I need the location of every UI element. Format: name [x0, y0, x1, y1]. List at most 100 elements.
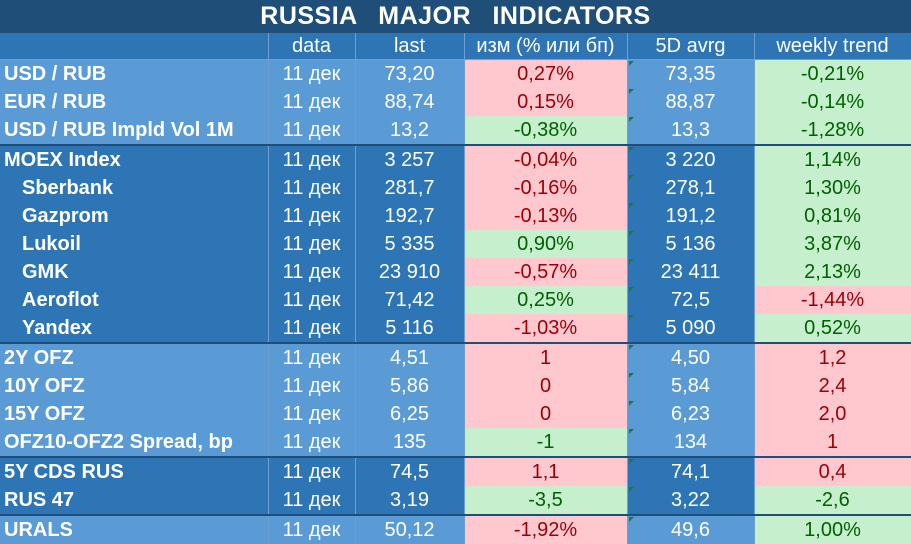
table-row: EUR / RUB 11 дек 88,74 0,15% 88,87 -0,14% — [0, 88, 911, 116]
row-name: USD / RUB Impld Vol 1M — [0, 116, 269, 145]
row-name: EUR / RUB — [0, 88, 269, 116]
row-date: 11 дек — [268, 456, 356, 486]
row-trend-value: -2,6 — [815, 488, 850, 511]
row-trend: 0,52% — [754, 314, 911, 343]
row-date: 11 дек — [268, 314, 356, 343]
row-avg-value: 4,50 — [671, 346, 710, 369]
table-row: USD / RUB Impld Vol 1M 11 дек 13,2 -0,38% 13… — [0, 116, 911, 145]
row-last-value: 88,74 — [384, 90, 435, 113]
row-date-value: 11 дек — [282, 260, 341, 283]
cell-marker-icon — [628, 459, 634, 464]
row-last: 5,86 — [355, 372, 465, 400]
row-last: 4,51 — [355, 342, 465, 372]
table-row: URALS 11 дек 50,12 -1,92% 49,6 1,00% — [0, 514, 911, 544]
header-change: изм (% или бп) — [464, 33, 628, 60]
row-avg-value: 73,35 — [665, 62, 716, 85]
row-last-value: 5 116 — [385, 316, 434, 339]
row-date-value: 11 дек — [282, 288, 341, 311]
row-last: 5 335 — [355, 230, 465, 258]
table-row: OFZ10-OFZ2 Spread, bp 11 дек 135 -1 134 1 — [0, 428, 911, 457]
row-name: Sberbank — [0, 174, 269, 202]
row-trend: 1,14% — [754, 144, 911, 174]
row-last-value: 50,12 — [384, 518, 435, 541]
row-trend-value: 3,87% — [804, 232, 861, 255]
row-trend-value: -0,21% — [800, 62, 865, 85]
row-name-value: RUS 47 — [4, 488, 75, 511]
row-avg: 5 136 — [627, 230, 755, 258]
row-change-value: 1 — [539, 346, 552, 369]
table-row: Gazprom 11 дек 192,7 -0,13% 191,2 0,81% — [0, 202, 911, 230]
row-name: Gazprom — [0, 202, 269, 230]
row-avg: 73,35 — [627, 59, 755, 88]
indicators-table: data last изм (% или бп) 5D avrg weekly … — [0, 33, 911, 544]
row-change: -3,5 — [464, 486, 628, 515]
row-change-value: -0,38% — [513, 118, 578, 141]
row-avg-value: 6,23 — [671, 402, 710, 425]
row-name: Yandex — [0, 314, 269, 343]
row-name-value: Gazprom — [22, 204, 109, 227]
cell-marker-icon — [628, 287, 634, 292]
row-avg: 5 090 — [627, 314, 755, 343]
row-avg-value: 5,84 — [671, 374, 710, 397]
row-trend-value: 1 — [826, 430, 839, 453]
row-date: 11 дек — [268, 342, 356, 372]
row-date-value: 11 дек — [282, 346, 341, 369]
row-date: 11 дек — [268, 486, 356, 515]
row-avg: 88,87 — [627, 88, 755, 116]
row-name-value: MOEX Index — [4, 148, 121, 171]
row-trend: -0,21% — [754, 59, 911, 88]
row-avg: 49,6 — [627, 514, 755, 544]
row-date-value: 11 дек — [282, 204, 341, 227]
row-trend-value: -1,28% — [800, 118, 865, 141]
row-trend-value: 1,2 — [818, 346, 847, 369]
row-avg-value: 191,2 — [665, 204, 716, 227]
row-avg-value: 5 136 — [665, 232, 716, 255]
row-date-value: 11 дек — [282, 402, 341, 425]
cell-marker-icon — [628, 203, 634, 208]
table-row: Sberbank 11 дек 281,7 -0,16% 278,1 1,30% — [0, 174, 911, 202]
row-date-value: 11 дек — [282, 430, 341, 453]
row-trend: -0,14% — [754, 88, 911, 116]
row-trend: 1,30% — [754, 174, 911, 202]
row-change: 1,1 — [464, 456, 628, 486]
row-avg-value: 23 411 — [660, 260, 721, 283]
row-name-value: GMK — [22, 260, 69, 283]
cell-marker-icon — [628, 487, 634, 492]
row-last: 135 — [355, 428, 465, 457]
row-last: 50,12 — [355, 514, 465, 544]
row-avg: 3 220 — [627, 144, 755, 174]
row-change: -0,04% — [464, 144, 628, 174]
row-trend: 2,0 — [754, 400, 911, 428]
row-name-value: 2Y OFZ — [4, 346, 74, 369]
row-change-value: 0 — [539, 402, 552, 425]
row-last: 13,2 — [355, 116, 465, 145]
row-name-value: Sberbank — [22, 176, 114, 199]
cell-marker-icon — [628, 117, 634, 122]
row-name: URALS — [0, 514, 269, 544]
row-avg: 278,1 — [627, 174, 755, 202]
row-trend-value: 1,00% — [804, 518, 861, 541]
header-last: last — [355, 33, 465, 60]
row-name: 5Y CDS RUS — [0, 456, 269, 486]
row-avg: 134 — [627, 428, 755, 457]
table-row: 15Y OFZ 11 дек 6,25 0 6,23 2,0 — [0, 400, 911, 428]
row-date-value: 11 дек — [282, 316, 341, 339]
row-trend-value: 2,0 — [818, 402, 847, 425]
row-change: -1 — [464, 428, 628, 457]
row-date: 11 дек — [268, 372, 356, 400]
row-avg-value: 72,5 — [671, 288, 710, 311]
table-row: RUS 47 11 дек 3,19 -3,5 3,22 -2,6 — [0, 486, 911, 515]
row-name: Aeroflot — [0, 286, 269, 314]
row-date: 11 дек — [268, 230, 356, 258]
row-avg: 191,2 — [627, 202, 755, 230]
row-name-value: 10Y OFZ — [4, 374, 85, 397]
row-change-value: -0,57% — [513, 260, 578, 283]
row-avg-value: 3 220 — [665, 148, 716, 171]
row-date-value: 11 дек — [282, 176, 341, 199]
row-last-value: 3 257 — [384, 148, 435, 171]
row-last: 3,19 — [355, 486, 465, 515]
row-trend: 1,2 — [754, 342, 911, 372]
row-last: 74,5 — [355, 456, 465, 486]
row-change: 0 — [464, 400, 628, 428]
table-row: GMK 11 дек 23 910 -0,57% 23 411 2,13% — [0, 258, 911, 286]
